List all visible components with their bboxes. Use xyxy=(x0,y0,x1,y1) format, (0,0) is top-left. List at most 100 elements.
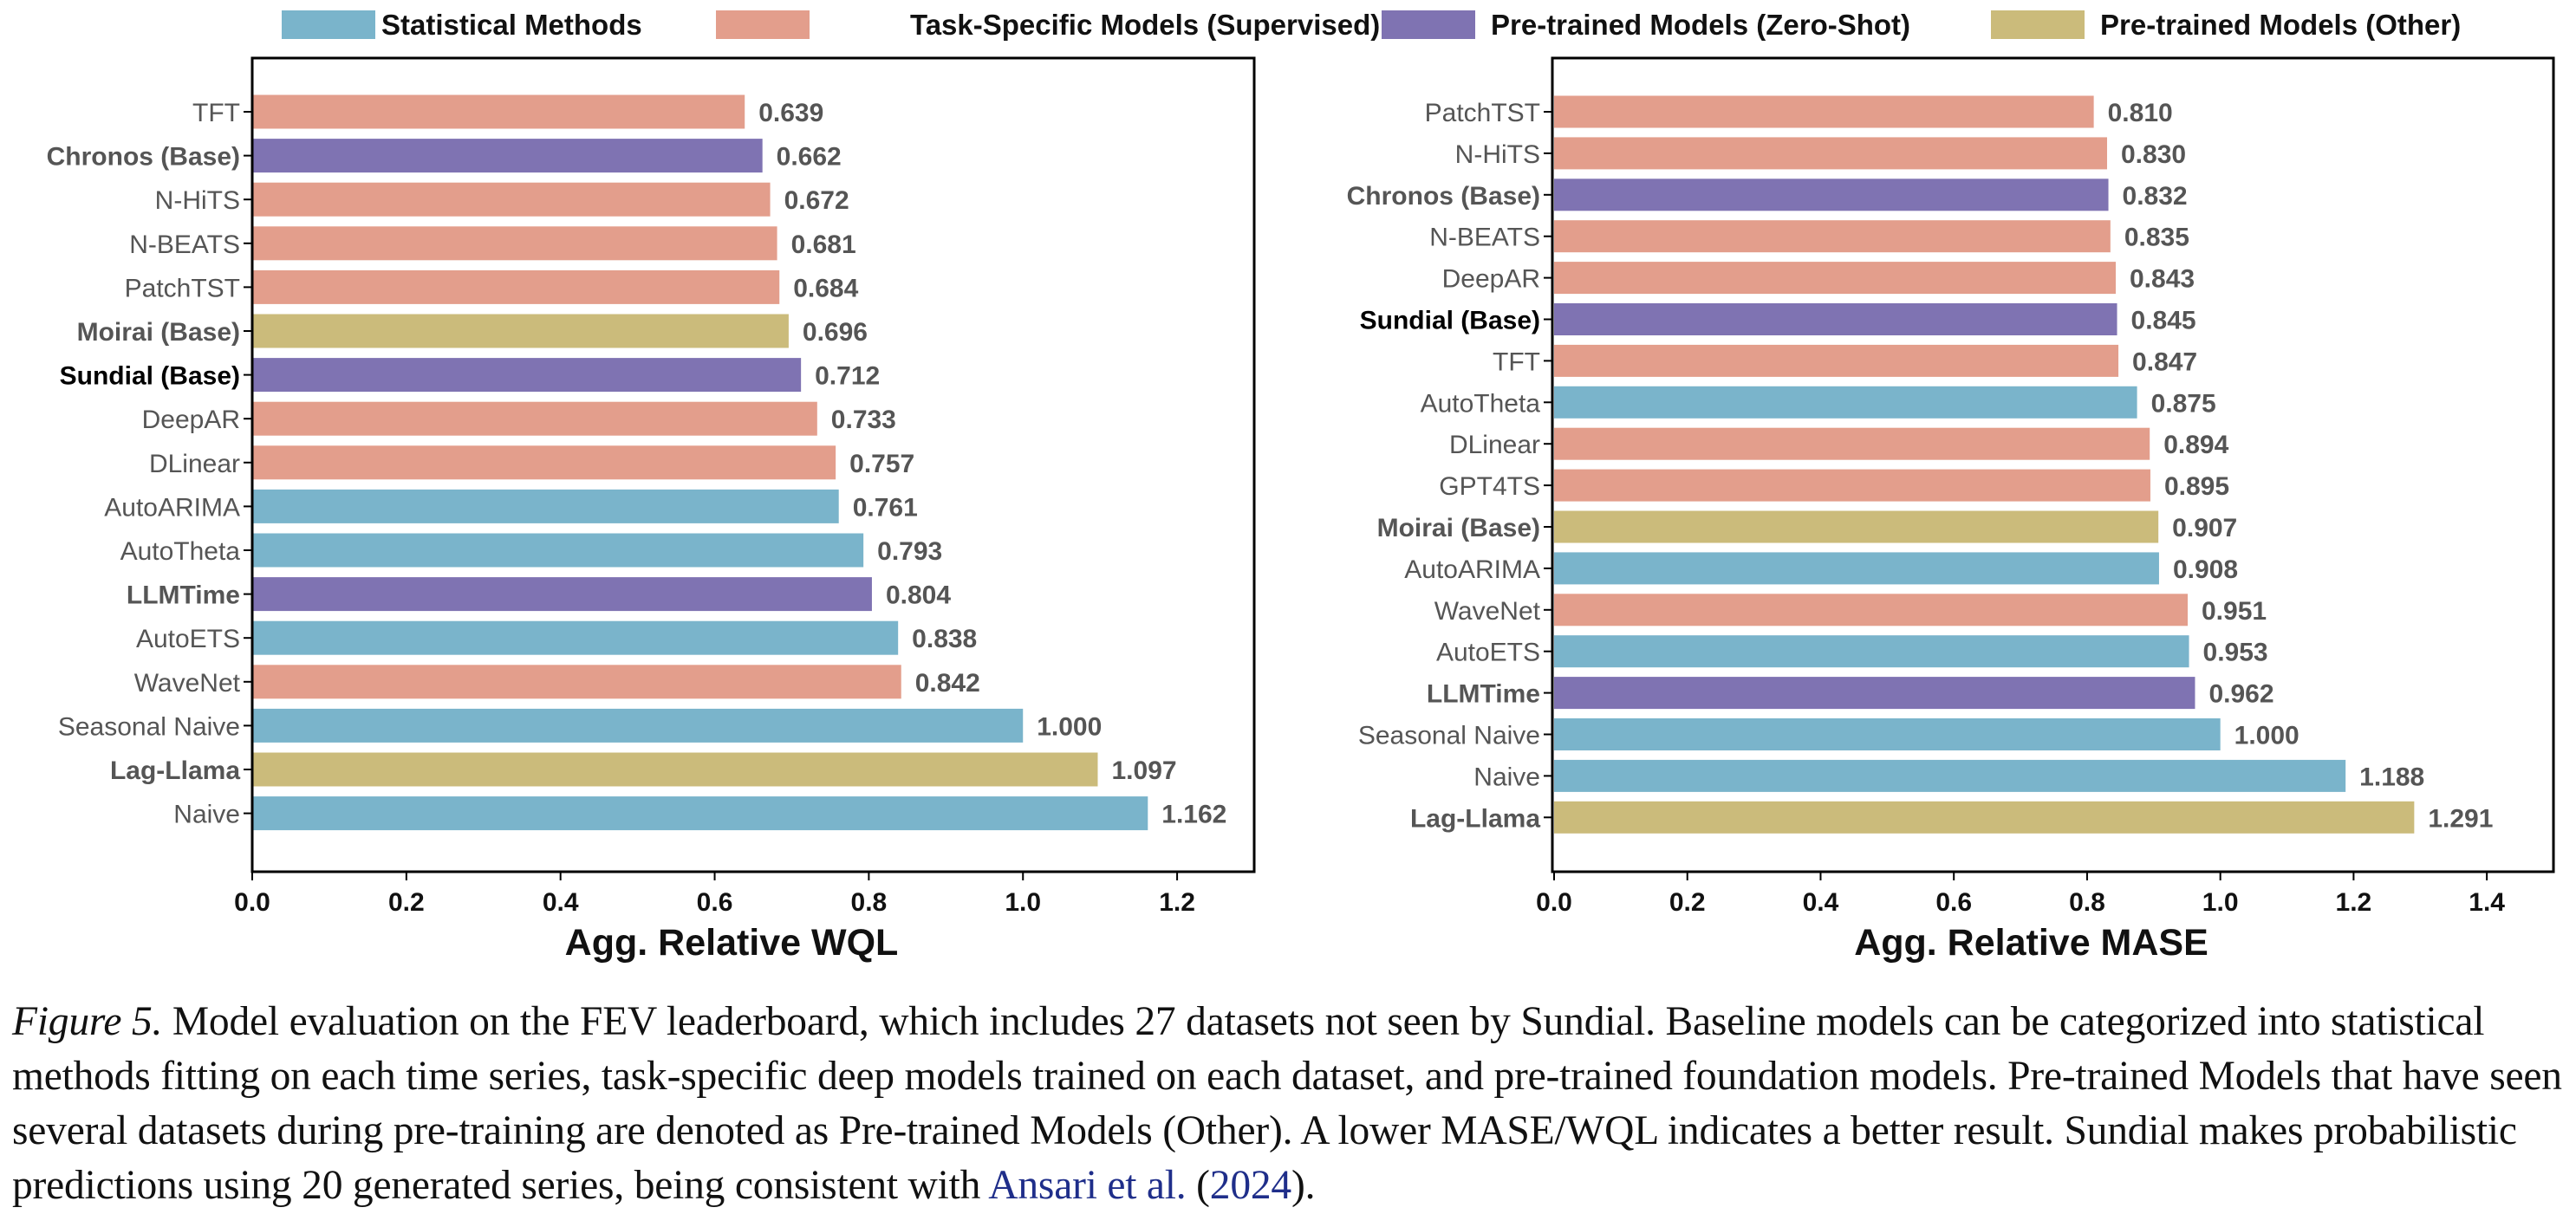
value-label-tft: 0.847 xyxy=(2132,347,2197,376)
bar-tft xyxy=(252,94,745,129)
caption-cite-open: ( xyxy=(1186,1163,1210,1208)
category-label-chronos-base: Chronos (Base) xyxy=(1347,182,1540,211)
category-label-dlinear: DLinear xyxy=(1449,431,1540,459)
category-label-autoarima: AutoARIMA xyxy=(1404,555,1540,584)
value-label-autotheta: 0.875 xyxy=(2151,389,2216,418)
category-label-n-beats: N-BEATS xyxy=(129,230,240,259)
category-label-seasonal-naive: Seasonal Naive xyxy=(58,712,240,741)
value-label-gpt4ts: 0.895 xyxy=(2164,472,2229,501)
category-label-gpt4ts: GPT4TS xyxy=(1439,472,1540,501)
value-label-patchtst: 0.684 xyxy=(793,274,858,302)
category-label-llmtime: LLMTime xyxy=(1427,680,1540,709)
value-label-dlinear: 0.757 xyxy=(849,450,914,478)
value-label-autoets: 0.838 xyxy=(912,625,977,653)
x-tick-label-1-2: 1.2 xyxy=(2336,888,2372,917)
value-label-deepar: 0.733 xyxy=(831,406,896,434)
legend-swatch-statistical-methods xyxy=(282,10,375,39)
category-label-tft: TFT xyxy=(192,99,240,127)
bar-patchtst xyxy=(252,269,780,304)
value-label-seasonal-naive: 1.000 xyxy=(1037,712,1102,741)
category-label-moirai-base: Moirai (Base) xyxy=(1377,514,1540,542)
category-label-tft: TFT xyxy=(1493,347,1540,376)
category-label-moirai-base: Moirai (Base) xyxy=(77,318,240,347)
category-label-llmtime: LLMTime xyxy=(127,581,240,610)
caption-text: Model evaluation on the FEV leaderboard,… xyxy=(12,999,2562,1208)
bar-deepar xyxy=(252,401,817,436)
bar-autotheta xyxy=(1554,386,2137,419)
category-label-chronos-base: Chronos (Base) xyxy=(47,143,240,172)
bar-n-beats xyxy=(1554,220,2111,253)
value-label-n-hits: 0.672 xyxy=(784,186,849,215)
category-label-autotheta: AutoTheta xyxy=(1421,389,1541,418)
plot-frame xyxy=(1551,56,2555,873)
category-label-wavenet: WaveNet xyxy=(134,669,241,698)
value-label-naive: 1.188 xyxy=(2359,763,2424,791)
bar-n-beats xyxy=(252,226,777,261)
figure-caption: Figure 5. Model evaluation on the FEV le… xyxy=(12,995,2569,1213)
category-label-patchtst: PatchTST xyxy=(1425,99,1540,127)
x-tick-label-0-6: 0.6 xyxy=(1935,888,1972,917)
category-label-lag-llama: Lag-Llama xyxy=(110,756,240,785)
value-label-chronos-base: 0.832 xyxy=(2123,182,2188,211)
category-label-dlinear: DLinear xyxy=(149,450,240,478)
value-label-moirai-base: 0.907 xyxy=(2172,514,2237,542)
x-tick-label-0-0: 0.0 xyxy=(1536,888,1572,917)
bar-moirai-base xyxy=(252,314,789,348)
legend-swatch-pre-trained-models-zero-shot xyxy=(1382,10,1475,39)
value-label-n-hits: 0.830 xyxy=(2121,140,2186,169)
legend-label-pre-trained-models-zero-shot: Pre-trained Models (Zero-Shot) xyxy=(1491,9,1910,41)
category-label-sundial-base: Sundial (Base) xyxy=(60,362,240,391)
category-label-sundial-base: Sundial (Base) xyxy=(1360,307,1540,335)
citation-year-link[interactable]: 2024 xyxy=(1209,1163,1291,1208)
legend: Statistical Methods Task-Specific Models … xyxy=(282,9,2461,41)
bar-n-hits xyxy=(252,182,771,217)
category-label-autoets: AutoETS xyxy=(1436,639,1540,667)
value-label-n-beats: 0.835 xyxy=(2124,224,2189,252)
mase-panel: PatchTST 0.810 N-HiTS 0.830 Chronos (Base) 0.… xyxy=(1347,56,2555,964)
bar-dlinear xyxy=(252,445,836,480)
bar-moirai-base xyxy=(1554,510,2159,543)
x-tick-label-0-0: 0.0 xyxy=(234,888,270,917)
x-tick-label-1-2: 1.2 xyxy=(1159,888,1195,917)
bar-llmtime xyxy=(252,577,872,612)
bar-chronos-base xyxy=(1554,179,2109,211)
x-tick-label-0-8: 0.8 xyxy=(2069,888,2105,917)
category-label-seasonal-naive: Seasonal Naive xyxy=(1358,722,1540,750)
citation-link[interactable]: Ansari et al. xyxy=(988,1163,1187,1208)
x-axis-label: Agg. Relative WQL xyxy=(565,922,899,964)
value-label-tft: 0.639 xyxy=(758,99,823,127)
category-label-deepar: DeepAR xyxy=(1442,265,1540,294)
legend-label-task-specific-models-supervised: Task-Specific Models (Supervised) xyxy=(910,9,1380,41)
x-tick-label-1-0: 1.0 xyxy=(2202,888,2239,917)
value-label-seasonal-naive: 1.000 xyxy=(2234,722,2300,750)
bar-autoets xyxy=(252,620,899,655)
bar-seasonal-naive xyxy=(1554,718,2221,750)
plot-frame xyxy=(250,56,1256,873)
value-label-lag-llama: 1.291 xyxy=(2428,804,2493,833)
category-label-deepar: DeepAR xyxy=(142,406,240,434)
value-label-naive: 1.162 xyxy=(1161,801,1226,829)
wql-panel: TFT 0.639 Chronos (Base) 0.662 N-HiTS 0.672 N-… xyxy=(47,56,1256,964)
category-label-n-beats: N-BEATS xyxy=(1429,224,1540,252)
category-label-naive: Naive xyxy=(173,801,240,829)
value-label-llmtime: 0.962 xyxy=(2208,680,2274,709)
bar-autoarima xyxy=(1554,552,2159,585)
category-label-lag-llama: Lag-Llama xyxy=(1410,804,1540,833)
legend-swatch-task-specific-models-supervised xyxy=(716,10,810,39)
value-label-deepar: 0.843 xyxy=(2130,265,2195,294)
bar-sundial-base xyxy=(252,358,802,393)
bar-seasonal-naive xyxy=(252,708,1024,743)
value-label-n-beats: 0.681 xyxy=(791,230,856,259)
bar-gpt4ts xyxy=(1554,469,2150,502)
category-label-patchtst: PatchTST xyxy=(125,274,240,302)
value-label-sundial-base: 0.845 xyxy=(2131,307,2196,335)
value-label-autoets: 0.953 xyxy=(2203,639,2268,667)
caption-cite-close: ). xyxy=(1291,1163,1316,1208)
legend-swatch-pre-trained-models-other xyxy=(1991,10,2085,39)
x-tick-label-0-2: 0.2 xyxy=(388,888,425,917)
bar-autoets xyxy=(1554,635,2189,668)
bar-wavenet xyxy=(252,665,901,699)
x-tick-label-0-4: 0.4 xyxy=(543,888,579,917)
bar-chronos-base xyxy=(252,139,763,173)
category-label-autoarima: AutoARIMA xyxy=(104,493,240,522)
